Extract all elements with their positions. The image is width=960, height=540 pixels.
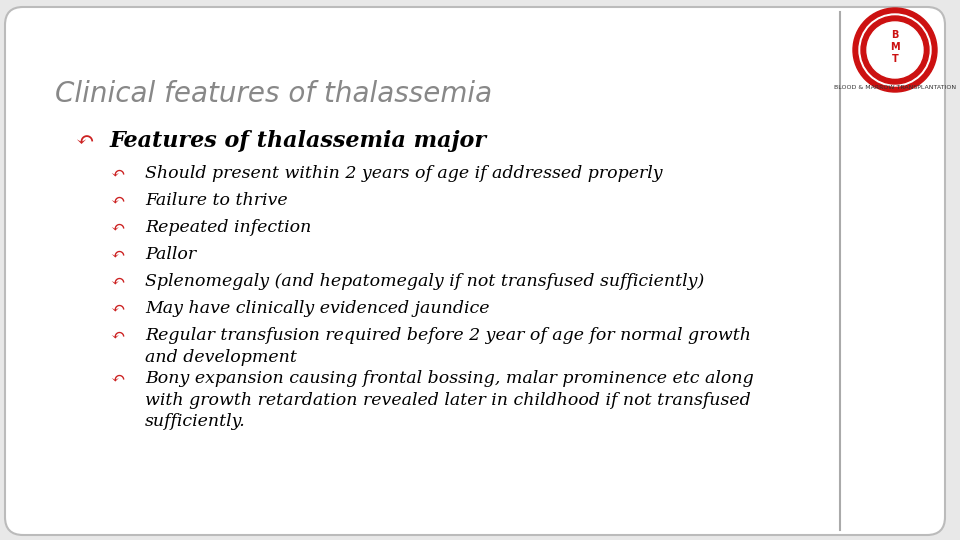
Text: BLOOD & MARROW TRANSPLANTATION: BLOOD & MARROW TRANSPLANTATION xyxy=(834,85,956,90)
Circle shape xyxy=(859,14,931,86)
Text: B: B xyxy=(891,30,899,40)
Text: ↶: ↶ xyxy=(110,165,125,182)
Text: ↶: ↶ xyxy=(110,246,125,263)
Text: ↶: ↶ xyxy=(110,300,125,317)
Text: Should present within 2 years of age if addressed properly: Should present within 2 years of age if … xyxy=(145,165,662,182)
Text: ↶: ↶ xyxy=(110,273,125,290)
Text: May have clinically evidenced jaundice: May have clinically evidenced jaundice xyxy=(145,300,490,317)
Text: T: T xyxy=(892,54,899,64)
Text: Regular transfusion required before 2 year of age for normal growth
and developm: Regular transfusion required before 2 ye… xyxy=(145,327,751,366)
Text: Features of thalassemia major: Features of thalassemia major xyxy=(110,130,487,152)
Text: Pallor: Pallor xyxy=(145,246,196,263)
Text: ↶: ↶ xyxy=(110,192,125,209)
Text: ↶: ↶ xyxy=(110,219,125,236)
FancyBboxPatch shape xyxy=(5,7,945,535)
Text: M: M xyxy=(890,42,900,52)
Text: Repeated infection: Repeated infection xyxy=(145,219,311,236)
Text: ↶: ↶ xyxy=(75,130,94,152)
Text: Clinical features of thalassemia: Clinical features of thalassemia xyxy=(55,80,492,108)
Text: Failure to thrive: Failure to thrive xyxy=(145,192,288,209)
Text: Bony expansion causing frontal bossing, malar prominence etc along
with growth r: Bony expansion causing frontal bossing, … xyxy=(145,370,754,430)
Circle shape xyxy=(861,16,929,84)
Text: ↶: ↶ xyxy=(110,370,125,387)
Circle shape xyxy=(853,8,937,92)
Circle shape xyxy=(867,22,923,78)
Text: ↶: ↶ xyxy=(110,327,125,344)
Text: Splenomegaly (and hepatomegaly if not transfused sufficiently): Splenomegaly (and hepatomegaly if not tr… xyxy=(145,273,705,290)
